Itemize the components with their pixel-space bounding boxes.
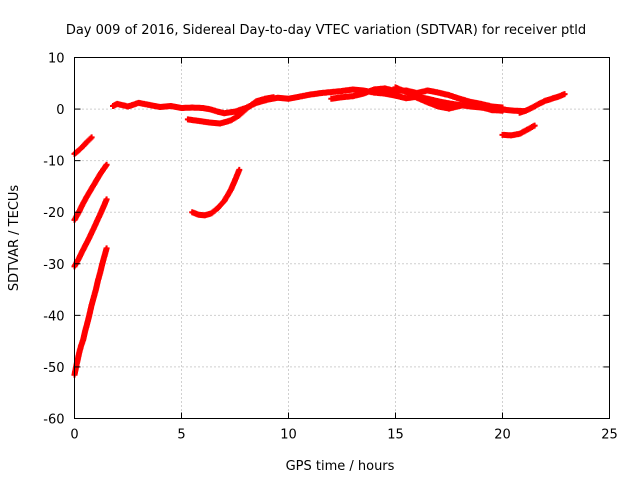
data-point — [103, 196, 110, 203]
y-tick-label: -10 — [43, 155, 64, 170]
data-point — [103, 245, 110, 252]
y-tick-label: -40 — [43, 309, 64, 324]
series-arc-start-c — [71, 196, 110, 270]
axis-ticks — [74, 57, 610, 419]
x-tick-label: 25 — [601, 428, 618, 443]
y-axis-label: SDTVAR / TECUs — [7, 185, 22, 292]
data-point — [101, 162, 109, 171]
tick-labels: 0 5 10 15 20 25 -60 -50 -40 -30 -20 -10 0 10 — [43, 52, 618, 443]
plot-frame — [74, 57, 610, 419]
series-arc-main-c — [392, 84, 506, 114]
data-point — [499, 107, 506, 114]
series-arc-start-b — [71, 161, 110, 223]
data-points — [71, 84, 568, 378]
series-arc-main-b — [328, 85, 506, 111]
data-point — [88, 134, 95, 141]
y-tick-label: -30 — [43, 258, 64, 273]
series-arc-dip-20h — [499, 122, 538, 139]
x-tick-label: 5 — [177, 428, 185, 443]
y-tick-label: 10 — [48, 52, 65, 67]
y-tick-label: -20 — [43, 206, 64, 221]
y-tick-label: 0 — [56, 103, 64, 118]
chart-title: Day 009 of 2016, Sidereal Day-to-day VTE… — [66, 23, 586, 38]
data-point — [561, 91, 568, 98]
series-arc-dip-6h — [184, 94, 277, 127]
series-arc-start-a — [71, 134, 95, 157]
data-point — [531, 122, 538, 129]
x-tick-label: 15 — [387, 428, 404, 443]
grid-lines — [74, 57, 610, 419]
x-tick-label: 0 — [70, 428, 78, 443]
y-tick-label: -60 — [43, 413, 64, 428]
x-tick-label: 10 — [280, 428, 297, 443]
x-tick-label: 20 — [494, 428, 511, 443]
y-tick-label: -50 — [43, 361, 64, 376]
series-arc-low-6h — [189, 166, 243, 219]
series-arc-end — [516, 91, 568, 116]
data-point — [103, 161, 110, 168]
data-point — [236, 166, 243, 173]
x-axis-label: GPS time / hours — [286, 459, 395, 474]
data-point — [84, 135, 94, 145]
data-point — [270, 94, 277, 101]
